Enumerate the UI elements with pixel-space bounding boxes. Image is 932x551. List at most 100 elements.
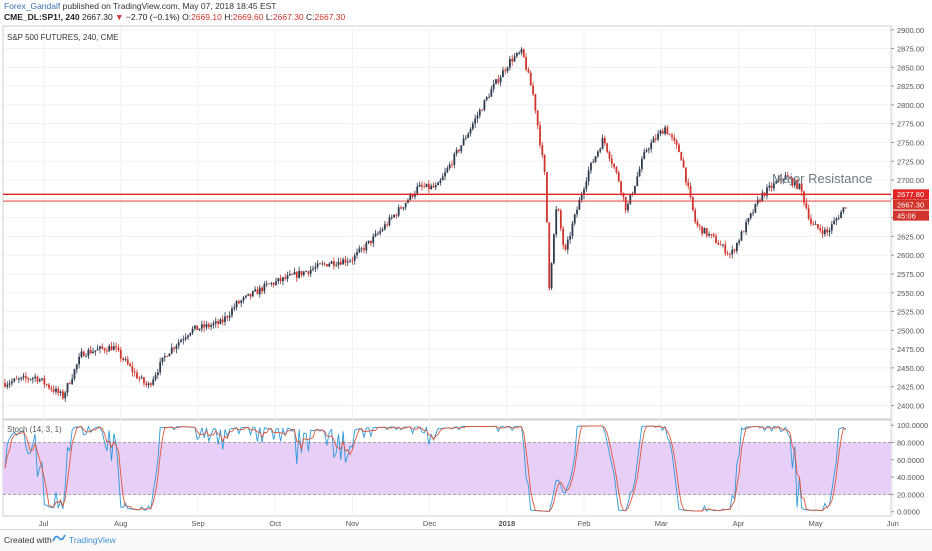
- candle-body: [775, 181, 778, 184]
- candle-body: [376, 233, 379, 235]
- candle-body: [731, 249, 734, 255]
- candle-body: [659, 130, 662, 134]
- candle-body: [634, 185, 636, 194]
- candle-body: [578, 200, 581, 210]
- candle-body: [782, 179, 785, 181]
- stoch-band-fill: [3, 442, 891, 495]
- resistance-lines: [3, 193, 891, 202]
- candle-body: [661, 130, 664, 134]
- y-tick-label: 2900.00: [897, 26, 924, 35]
- candle-body: [652, 138, 655, 143]
- candle-body: [386, 224, 389, 226]
- close-label: C:: [306, 12, 315, 22]
- candle-body: [664, 127, 666, 134]
- candle-body: [321, 263, 324, 265]
- candle-body: [228, 315, 231, 318]
- candle-body: [62, 391, 64, 399]
- candle-body: [210, 325, 213, 327]
- candle-body: [467, 133, 470, 138]
- y-tick-label: 2600.00: [897, 251, 924, 260]
- candle-body: [136, 372, 138, 379]
- down-arrow-icon: ▼: [115, 12, 124, 22]
- candle-body: [724, 244, 727, 254]
- candle-body: [31, 378, 34, 380]
- candle-body: [66, 383, 69, 393]
- candle-body: [196, 325, 199, 331]
- candle-body: [603, 138, 606, 144]
- candle-body: [288, 274, 291, 276]
- candle-body: [673, 137, 676, 141]
- price-label-bg: [893, 210, 929, 221]
- candle-body: [203, 324, 206, 328]
- candle-body: [502, 70, 504, 78]
- y-tick-label: 2700.00: [897, 176, 924, 185]
- candle-body: [726, 253, 729, 255]
- price-label-text: 45:06: [897, 211, 916, 220]
- candle-body: [8, 383, 11, 385]
- candle-body: [710, 234, 713, 235]
- candle-body: [835, 218, 838, 221]
- candle-body: [101, 346, 104, 349]
- candle-body: [497, 79, 500, 83]
- y-tick-label: 2450.00: [897, 364, 924, 373]
- candle-body: [286, 275, 289, 279]
- candle-body: [800, 183, 803, 192]
- candle-body: [817, 224, 819, 228]
- author-link[interactable]: Forex_Gandalf: [4, 1, 61, 11]
- stoch-y-tick-label: 80.0000: [897, 438, 924, 447]
- candle-body: [527, 69, 530, 73]
- candle-body: [592, 161, 595, 163]
- candle-body: [515, 52, 518, 57]
- candle-body: [189, 332, 192, 336]
- chart-canvas[interactable]: 2400.00 2425.00 2450.00 2475.00 2500.00 2525.…: [0, 0, 932, 529]
- candle-body: [268, 283, 270, 285]
- candle-body: [671, 135, 673, 138]
- candle-body: [807, 208, 810, 219]
- candle-body: [590, 162, 592, 171]
- candle-body: [694, 209, 697, 222]
- candle-body: [668, 133, 671, 136]
- candle-body: [6, 384, 9, 387]
- candle-body: [219, 319, 222, 325]
- candle-body: [173, 347, 175, 349]
- candle-body: [370, 240, 372, 244]
- candle-body: [712, 234, 715, 237]
- candle-body: [221, 319, 224, 323]
- candle-body: [184, 337, 187, 340]
- candle-body: [349, 260, 351, 262]
- candle-body: [754, 203, 757, 213]
- candle-body: [414, 193, 416, 197]
- candle-body: [85, 355, 87, 357]
- candle-body: [585, 181, 588, 190]
- y-tick-label: 2550.00: [897, 289, 924, 298]
- candle-body: [397, 207, 400, 216]
- candle-body: [393, 214, 395, 218]
- candle-body: [307, 271, 310, 274]
- tradingview-link[interactable]: TradingView: [69, 535, 116, 545]
- candle-body: [110, 346, 113, 351]
- candle-body: [346, 261, 349, 263]
- candle-body: [126, 359, 129, 365]
- candle-body: [740, 231, 743, 241]
- candle-body: [71, 378, 74, 384]
- candle-body: [627, 203, 629, 211]
- candle-body: [117, 347, 120, 351]
- y-tick-label: 2800.00: [897, 101, 924, 110]
- candle-body: [73, 369, 76, 379]
- y-tick-label: 2500.00: [897, 326, 924, 335]
- candle-body: [156, 372, 159, 376]
- y-tick-label: 2575.00: [897, 270, 924, 279]
- y-tick-label: 2475.00: [897, 345, 924, 354]
- candle-body: [610, 158, 613, 164]
- candle-body: [689, 185, 692, 197]
- candle-body: [434, 185, 437, 188]
- candle-body: [483, 99, 486, 111]
- candle-body: [717, 243, 720, 245]
- candle-body: [650, 142, 653, 150]
- candle-body: [752, 212, 754, 214]
- candle-body: [518, 52, 521, 54]
- candle-body: [569, 236, 572, 240]
- candle-body: [798, 183, 801, 189]
- candle-body: [430, 185, 433, 190]
- candle-body: [559, 210, 562, 229]
